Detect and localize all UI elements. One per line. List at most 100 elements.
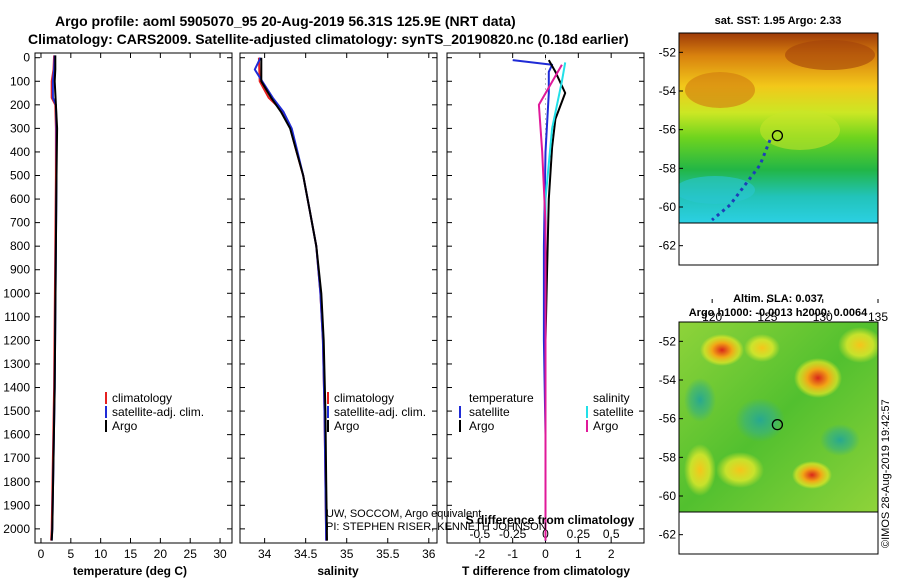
depth-tick-label: 0 <box>23 51 30 65</box>
x-tick-label: 36 <box>422 547 436 561</box>
sla-map <box>679 322 878 512</box>
map-lat-label: -56 <box>659 123 677 137</box>
sst-cold-patch <box>679 176 755 204</box>
secondary-x-tick-label: 0.5 <box>603 527 620 541</box>
x-tick-label: 0 <box>38 547 45 561</box>
sla-high-anomaly <box>700 334 744 366</box>
temperature-legend: climatology satellite-adj. clim. Argo <box>105 391 204 433</box>
x-tick-label: 34.5 <box>294 547 318 561</box>
sst-mid-patch <box>760 110 840 150</box>
difference-xlabel: T difference from climatology <box>462 564 630 578</box>
sla-map-title-2: Argo h1000: -0.0013 h2000: 0.0064 <box>689 307 868 319</box>
depth-tick-label: 200 <box>10 98 30 112</box>
depth-tick-label: 1600 <box>3 428 30 442</box>
map-lat-label: -56 <box>659 412 677 426</box>
sst-map <box>679 33 878 223</box>
depth-tick-label: 300 <box>10 121 30 135</box>
depth-axis: 0 100 200 300 400 500 600 700 800 900 1000 1100 1200… <box>3 51 644 536</box>
depth-tick-label: 1000 <box>3 286 30 300</box>
salinity-xlabel: salinity <box>317 564 359 578</box>
secondary-x-tick-label: 0.25 <box>567 527 591 541</box>
map-lat-label: -52 <box>659 334 677 348</box>
depth-tick-label: 1300 <box>3 357 30 371</box>
sla-map-title-1: Altim. SLA: 0.037 <box>733 293 823 305</box>
series-salinity-satellite <box>544 62 567 541</box>
sla-mid-anomaly <box>716 452 764 488</box>
depth-tick-label: 1100 <box>4 310 30 324</box>
sla-mid-anomaly <box>744 334 780 362</box>
series-temperature-argo <box>544 59 567 541</box>
x-tick-label: 5 <box>67 547 74 561</box>
imos-watermark: ©IMOS 28-Aug-2019 19:42:57 <box>880 399 892 548</box>
depth-tick-label: 700 <box>10 216 30 230</box>
depth-tick-label: 1900 <box>3 498 30 512</box>
sla-low-anomaly <box>820 424 860 456</box>
legend-label-satellite: satellite-adj. clim. <box>334 405 426 419</box>
sla-mid-anomaly <box>838 327 878 363</box>
map-lon-label: 120 <box>702 310 722 324</box>
series-argo <box>260 57 328 541</box>
depth-tick-label: 900 <box>10 263 30 277</box>
sla-map-outer-frame <box>678 321 879 555</box>
sla-high-anomaly <box>792 461 832 489</box>
credit-line-2: PI: STEPHEN RISER, KENNETH JOHNSON <box>326 521 547 533</box>
x-tick-label: 2 <box>608 547 615 561</box>
sla-low-anomaly <box>735 398 785 442</box>
legend-label-temp-satellite: satellite <box>469 405 510 419</box>
sst-axes: -52 -54 -56 -58 -60 -62 120 125 130 135 <box>659 32 888 324</box>
depth-tick-label: 1700 <box>3 451 30 465</box>
legend-label-temp-argo: Argo <box>469 419 495 433</box>
sla-mid-anomaly <box>684 444 716 496</box>
legend-label-argo: Argo <box>334 419 360 433</box>
x-tick-label: 25 <box>184 547 198 561</box>
legend-label-argo: Argo <box>112 419 138 433</box>
sla-high-anomaly <box>794 358 842 398</box>
salinity-plot-frame <box>239 52 438 544</box>
x-tick-label: -1 <box>507 547 518 561</box>
map-lon-label: 135 <box>868 310 888 324</box>
sst-map-outer-frame <box>678 32 879 266</box>
depth-tick-label: 600 <box>10 192 30 206</box>
x-tick-label: 34 <box>258 547 272 561</box>
depth-tick-label: 500 <box>10 169 30 183</box>
sst-float-marker <box>771 130 784 142</box>
salinity-legend: climatology satellite-adj. clim. Argo <box>327 391 426 433</box>
sst-map-title: sat. SST: 1.95 Argo: 2.33 <box>715 15 842 27</box>
x-tick-label: 10 <box>94 547 108 561</box>
series-argo <box>50 55 59 541</box>
map-lat-label: -58 <box>659 161 677 175</box>
legend-label-sal-argo: Argo <box>593 419 619 433</box>
map-lat-label: -54 <box>659 84 677 98</box>
depth-tick-label: 800 <box>10 239 30 253</box>
depth-tick-label: 1400 <box>3 381 30 395</box>
legend-label-satellite: satellite-adj. clim. <box>112 405 204 419</box>
depth-tick-label: 1500 <box>3 404 30 418</box>
x-tick-label: 20 <box>154 547 168 561</box>
map-lat-label: -62 <box>659 239 677 253</box>
sst-warm-patch <box>785 40 875 70</box>
x-tick-label: 30 <box>213 547 227 561</box>
temperature-plot: 0 5 10 15 20 25 30 <box>38 53 227 561</box>
map-lon-label: 125 <box>757 310 777 324</box>
salinity-plot: 34 34.5 35 35.5 36 <box>253 53 436 561</box>
map-lat-label: -54 <box>659 373 677 387</box>
x-tick-label: -2 <box>474 547 485 561</box>
difference-legend: temperature satellite Argo salinity sate… <box>459 391 634 433</box>
x-tick-label: 1 <box>575 547 582 561</box>
legend-heading-temperature: temperature <box>469 391 534 405</box>
map-lat-label: -58 <box>659 450 677 464</box>
x-tick-label: 0 <box>542 547 549 561</box>
x-tick-label: 35 <box>340 547 354 561</box>
legend-label-sal-satellite: satellite <box>593 405 634 419</box>
sst-track <box>711 139 772 222</box>
map-lat-label: -62 <box>659 528 677 542</box>
title-line-2: Climatology: CARS2009. Satellite-adjuste… <box>28 31 629 47</box>
sla-float-marker <box>771 419 784 431</box>
x-tick-label: 15 <box>124 547 138 561</box>
depth-tick-label: 400 <box>10 145 30 159</box>
difference-secondary-xlabel: S difference from climatology <box>466 513 635 527</box>
depth-tick-label: 100 <box>10 74 30 88</box>
